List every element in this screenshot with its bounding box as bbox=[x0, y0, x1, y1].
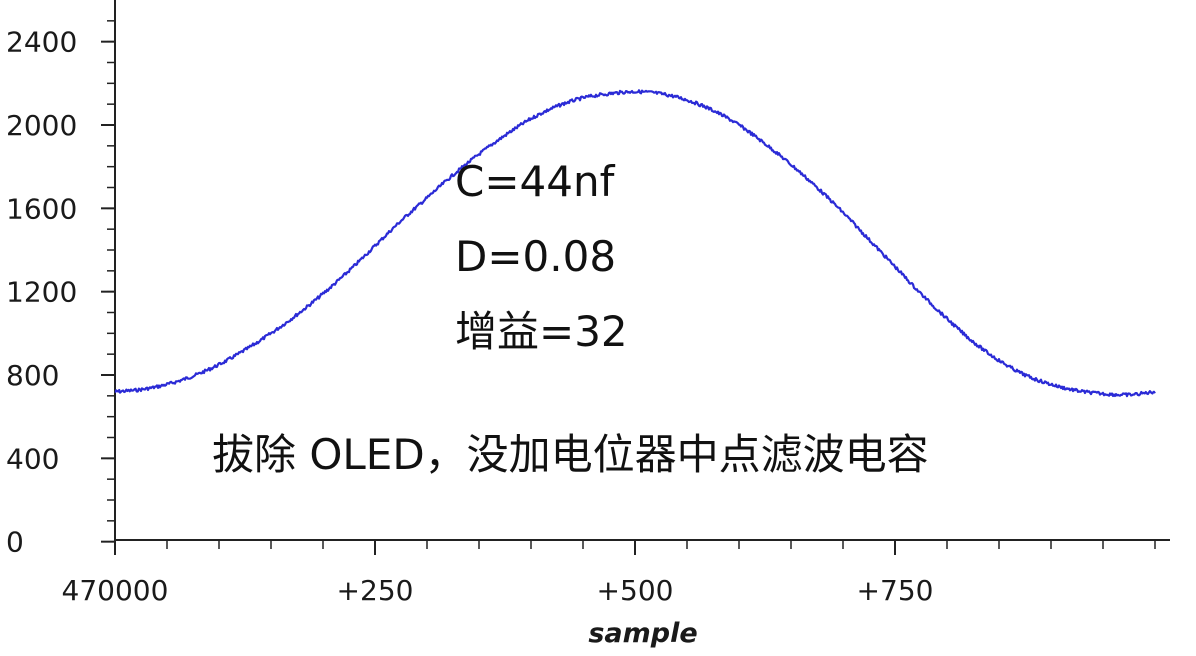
annotation-d-value: D=0.08 bbox=[455, 232, 616, 281]
x-axis-label: sample bbox=[588, 618, 697, 649]
series-line bbox=[114, 89, 1156, 398]
x-tick-label: 470000 bbox=[62, 574, 169, 607]
annotation-capacitance: C=44nf bbox=[455, 157, 616, 206]
annotations: C=44nf D=0.08 增益=32 拔除 OLED，没加电位器中点滤波电容 bbox=[212, 157, 929, 479]
x-tick-label: +500 bbox=[597, 574, 674, 607]
x-tick-label: +750 bbox=[857, 574, 934, 607]
y-tick-label: 1600 bbox=[6, 192, 77, 225]
x-tick-label: +250 bbox=[337, 574, 414, 607]
x-axis: 470000 +250 +500 +750 bbox=[62, 539, 1170, 607]
y-tick-label: 1200 bbox=[6, 276, 77, 309]
y-axis: 0 400 800 1200 1600 2000 2400 bbox=[6, 0, 116, 559]
annotation-caption: 拔除 OLED，没加电位器中点滤波电容 bbox=[212, 430, 929, 479]
y-tick-label: 800 bbox=[6, 359, 59, 392]
y-tick-label: 2000 bbox=[6, 109, 77, 142]
annotation-gain: 增益=32 bbox=[455, 307, 628, 356]
y-tick-label: 400 bbox=[6, 442, 59, 475]
y-tick-label: 2400 bbox=[6, 26, 77, 59]
y-tick-label: 0 bbox=[6, 526, 24, 559]
